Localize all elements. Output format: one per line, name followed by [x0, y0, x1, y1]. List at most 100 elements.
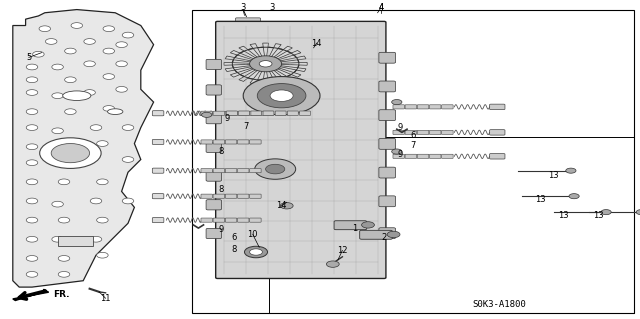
Circle shape [97, 252, 108, 258]
FancyBboxPatch shape [379, 138, 396, 149]
Circle shape [26, 64, 38, 70]
Circle shape [250, 56, 282, 72]
Text: 8: 8 [218, 185, 223, 194]
Wedge shape [262, 64, 269, 85]
Circle shape [58, 179, 70, 185]
Circle shape [636, 210, 640, 215]
FancyBboxPatch shape [201, 111, 212, 115]
Ellipse shape [63, 91, 91, 100]
Wedge shape [266, 46, 292, 64]
Text: 4: 4 [378, 4, 383, 12]
Circle shape [40, 138, 101, 168]
FancyBboxPatch shape [442, 130, 453, 135]
Circle shape [26, 77, 38, 83]
FancyBboxPatch shape [251, 111, 262, 115]
Wedge shape [266, 56, 306, 64]
Circle shape [26, 198, 38, 204]
Text: 9: 9 [397, 150, 403, 159]
Circle shape [58, 141, 70, 146]
Circle shape [244, 246, 268, 258]
Circle shape [122, 157, 134, 162]
Circle shape [26, 90, 38, 95]
Circle shape [266, 164, 285, 174]
FancyBboxPatch shape [239, 111, 250, 115]
Text: 1: 1 [353, 224, 358, 233]
Text: 11: 11 [100, 294, 111, 303]
FancyBboxPatch shape [216, 21, 386, 278]
Circle shape [58, 271, 70, 277]
Circle shape [270, 90, 293, 101]
Bar [192, 10, 634, 313]
Circle shape [58, 256, 70, 261]
Circle shape [566, 168, 576, 173]
FancyBboxPatch shape [237, 194, 249, 198]
Text: 13: 13 [548, 171, 559, 180]
FancyBboxPatch shape [393, 105, 404, 109]
Circle shape [26, 160, 38, 166]
FancyBboxPatch shape [225, 194, 237, 198]
Wedge shape [225, 56, 266, 64]
FancyBboxPatch shape [250, 194, 261, 198]
Circle shape [71, 23, 83, 28]
Circle shape [26, 109, 38, 115]
FancyBboxPatch shape [206, 142, 221, 152]
Circle shape [116, 86, 127, 92]
FancyBboxPatch shape [206, 85, 221, 95]
Wedge shape [224, 62, 266, 65]
Wedge shape [266, 62, 307, 65]
Circle shape [33, 51, 44, 57]
FancyBboxPatch shape [379, 110, 396, 121]
FancyBboxPatch shape [250, 111, 261, 115]
FancyBboxPatch shape [379, 52, 396, 63]
FancyBboxPatch shape [287, 111, 298, 115]
FancyBboxPatch shape [429, 105, 441, 109]
Circle shape [26, 125, 38, 130]
Text: 14: 14 [276, 201, 287, 210]
Circle shape [52, 128, 63, 134]
Text: 8: 8 [231, 245, 236, 254]
Circle shape [65, 77, 76, 83]
Circle shape [569, 194, 579, 199]
FancyBboxPatch shape [429, 130, 441, 135]
Circle shape [97, 217, 108, 223]
FancyBboxPatch shape [405, 130, 417, 135]
FancyBboxPatch shape [275, 111, 286, 115]
FancyBboxPatch shape [237, 168, 249, 173]
FancyBboxPatch shape [442, 154, 453, 158]
Circle shape [601, 210, 611, 215]
Circle shape [326, 261, 339, 267]
Bar [58, 236, 93, 246]
Circle shape [39, 26, 51, 32]
Circle shape [103, 26, 115, 32]
FancyBboxPatch shape [405, 105, 417, 109]
Circle shape [52, 64, 63, 70]
FancyBboxPatch shape [262, 111, 273, 115]
Text: 4: 4 [378, 4, 383, 12]
Circle shape [122, 125, 134, 130]
Wedge shape [266, 50, 301, 64]
FancyBboxPatch shape [227, 111, 237, 115]
Text: FR.: FR. [53, 290, 70, 299]
Wedge shape [230, 64, 266, 77]
FancyBboxPatch shape [490, 130, 505, 135]
Circle shape [387, 231, 400, 238]
Text: 3: 3 [241, 4, 246, 12]
Text: 13: 13 [593, 211, 604, 220]
Circle shape [103, 106, 115, 111]
Circle shape [122, 32, 134, 38]
Circle shape [90, 198, 102, 204]
Ellipse shape [108, 109, 123, 115]
Circle shape [26, 179, 38, 185]
FancyBboxPatch shape [237, 140, 249, 144]
FancyBboxPatch shape [393, 154, 404, 158]
Wedge shape [266, 64, 306, 71]
FancyBboxPatch shape [206, 228, 221, 239]
Circle shape [90, 236, 102, 242]
Text: 7: 7 [244, 122, 249, 130]
Circle shape [26, 144, 38, 150]
Polygon shape [13, 10, 154, 287]
Wedge shape [262, 43, 269, 64]
Wedge shape [230, 50, 266, 64]
Bar [269, 137, 634, 313]
FancyBboxPatch shape [429, 154, 441, 158]
